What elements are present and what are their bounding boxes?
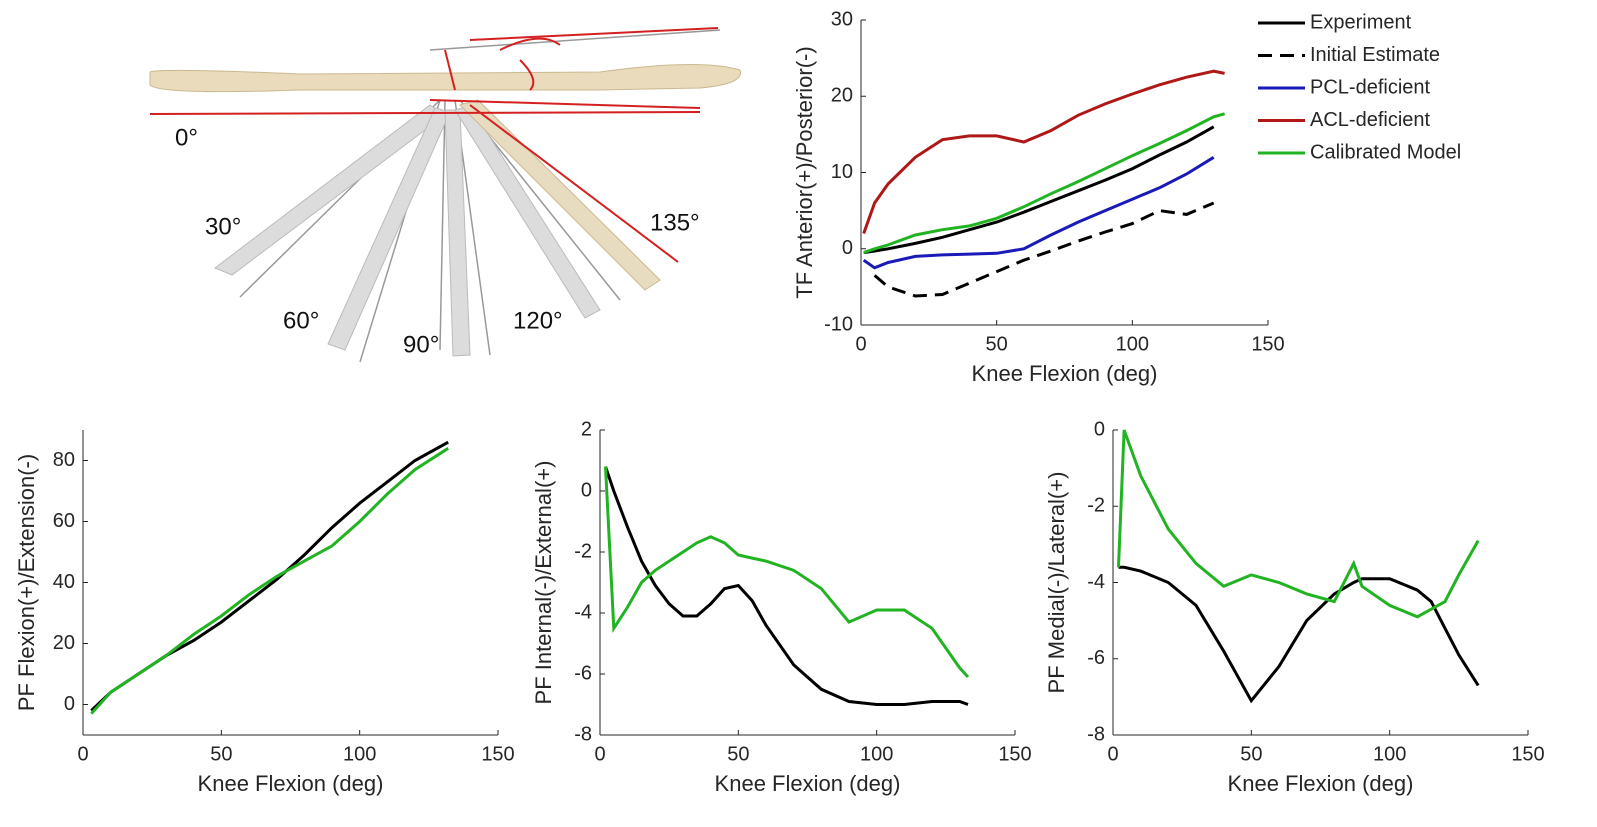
x-tick-label: 50 xyxy=(727,743,749,765)
data-line xyxy=(604,466,969,706)
y-tick-label: -2 xyxy=(1087,495,1105,517)
y-axis-label: PF Flexion(+)/Extension(-) xyxy=(14,454,39,711)
data-line xyxy=(863,125,1215,255)
data-line xyxy=(1117,429,1480,619)
femur-bone xyxy=(149,64,741,93)
data-line xyxy=(604,466,970,679)
x-tick-label: 100 xyxy=(860,743,893,765)
y-tick-label: -8 xyxy=(574,723,592,745)
x-tick-label: 0 xyxy=(855,333,866,355)
data-line xyxy=(862,156,1215,270)
x-tick-label: 50 xyxy=(210,743,232,765)
y-tick-label: 0 xyxy=(64,693,75,715)
y-tick-label: 40 xyxy=(53,571,75,593)
y-tick-label: 2 xyxy=(581,418,592,440)
y-axis-label: PF Internal(-)/External(+) xyxy=(531,461,556,705)
tibia-bones xyxy=(214,104,601,357)
y-tick-label: 10 xyxy=(831,161,853,183)
y-tick-label: -4 xyxy=(574,601,592,623)
y-tick-label: 20 xyxy=(831,85,853,107)
legend-label: Calibrated Model xyxy=(1310,141,1461,163)
x-tick-label: 50 xyxy=(986,333,1008,355)
y-tick-label: 0 xyxy=(581,479,592,501)
x-tick-label: 50 xyxy=(1240,743,1262,765)
y-tick-label: 20 xyxy=(53,632,75,654)
x-tick-label: 100 xyxy=(1116,333,1149,355)
data-line xyxy=(1118,565,1480,704)
angle-label: 135° xyxy=(650,209,700,236)
y-axis-label: PF Medial(-)/Lateral(+) xyxy=(1044,472,1069,694)
x-tick-label: 150 xyxy=(998,743,1031,765)
x-tick-label: 150 xyxy=(1251,333,1284,355)
y-tick-label: -8 xyxy=(1087,723,1105,745)
x-axis-label: Knee Flexion (deg) xyxy=(972,361,1158,386)
legend-label: Experiment xyxy=(1310,11,1412,33)
y-tick-label: 60 xyxy=(53,510,75,532)
angle-label: 120° xyxy=(513,307,563,334)
x-axis-label: Knee Flexion (deg) xyxy=(1228,771,1414,796)
data-line xyxy=(873,201,1215,298)
angle-label: 30° xyxy=(205,213,241,240)
y-tick-label: -2 xyxy=(574,540,592,562)
x-axis-label: Knee Flexion (deg) xyxy=(715,771,901,796)
y-tick-label: -10 xyxy=(824,313,853,335)
legend-label: Initial Estimate xyxy=(1310,44,1440,66)
y-axis-label: TF Anterior(+)/Posterior(-) xyxy=(792,46,817,298)
ligament-lines-red xyxy=(149,27,719,263)
y-tick-label: -6 xyxy=(574,662,592,684)
y-tick-label: 0 xyxy=(842,237,853,259)
data-line xyxy=(863,112,1225,255)
y-tick-label: -6 xyxy=(1087,647,1105,669)
data-line xyxy=(90,447,450,715)
x-tick-label: 0 xyxy=(1107,743,1118,765)
x-tick-label: 150 xyxy=(1511,743,1544,765)
x-tick-label: 150 xyxy=(481,743,514,765)
x-tick-label: 100 xyxy=(1373,743,1406,765)
knee-illustration: 0° 30° 60° 90° 120° 135° xyxy=(149,27,741,363)
angle-label: 60° xyxy=(283,307,319,334)
x-axis-label: Knee Flexion (deg) xyxy=(198,771,384,796)
data-line xyxy=(862,69,1225,235)
y-tick-label: 0 xyxy=(1094,418,1105,440)
y-tick-label: 30 xyxy=(831,8,853,30)
legend-label: ACL-deficient xyxy=(1310,109,1431,131)
angle-label: 90° xyxy=(403,331,439,358)
y-tick-label: -4 xyxy=(1087,571,1105,593)
x-tick-label: 0 xyxy=(594,743,605,765)
x-tick-label: 0 xyxy=(77,743,88,765)
x-tick-label: 100 xyxy=(343,743,376,765)
angle-label: 0° xyxy=(175,124,198,151)
y-tick-label: 80 xyxy=(53,449,75,471)
legend-label: PCL-deficient xyxy=(1310,76,1431,98)
